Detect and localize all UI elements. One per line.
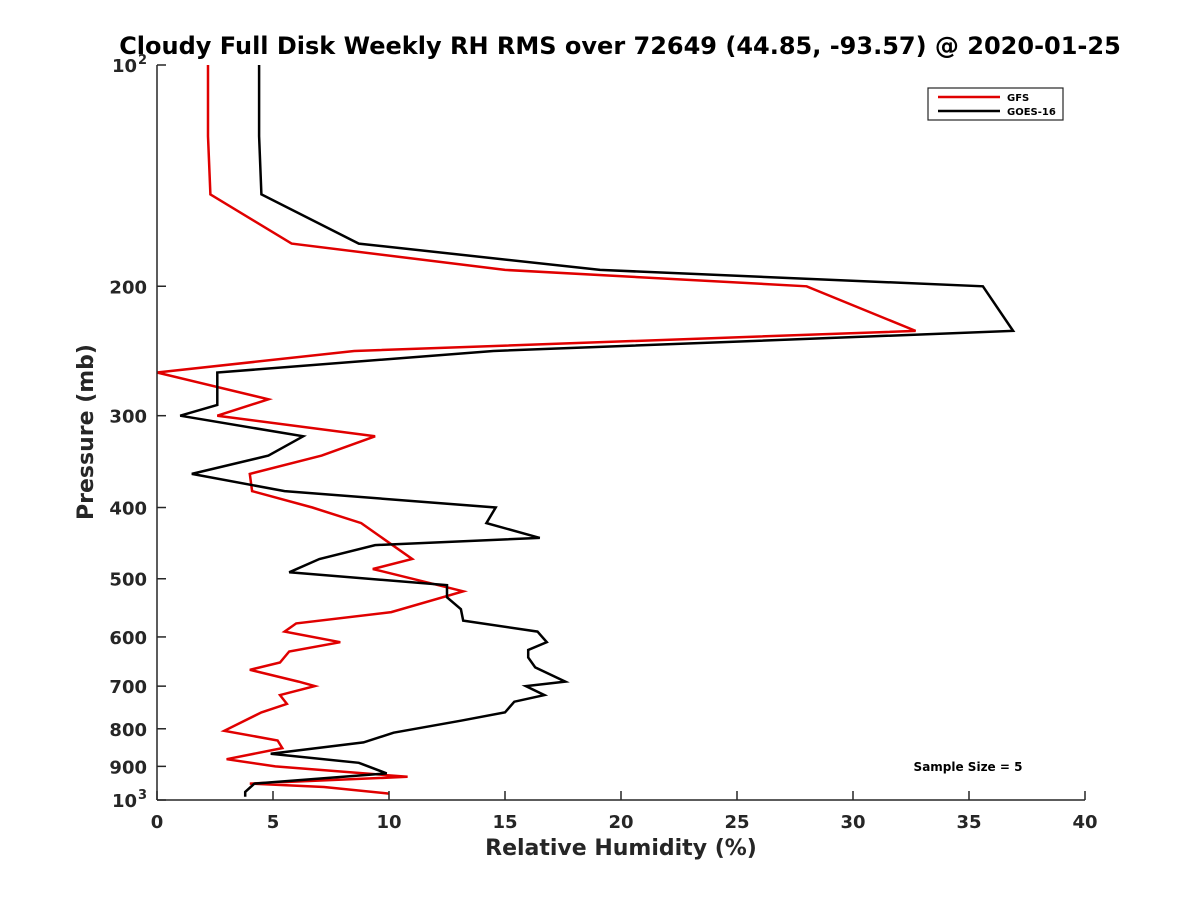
series-layer [156,65,1016,797]
legend-box [927,87,1064,121]
y-tick-label: 800 [109,720,147,741]
legend-entry-goes-16: GOES-16 [1007,107,1056,118]
y-tick-label: 600 [109,628,147,649]
x-tick-label: 15 [492,812,517,833]
x-tick-label: 25 [724,812,749,833]
y-tick-label: 200 [109,277,147,298]
y-tick-label: 900 [109,757,147,778]
x-axis-label: Relative Humidity (%) [485,836,757,861]
x-tick-label: 20 [608,812,633,833]
plot-area [157,65,1085,800]
x-tick-label: 35 [956,812,981,833]
x-tick-label: 30 [840,812,865,833]
y-tick-exponent: 2 [138,53,147,68]
y-axis-label: Pressure (mb) [74,344,99,520]
chart-title: Cloudy Full Disk Weekly RH RMS over 7264… [119,32,1121,60]
y-tick-label: 300 [109,407,147,428]
y-tick-label: 500 [109,570,147,591]
y-tick-label: 10 [112,56,137,77]
x-tick-label: 0 [151,812,164,833]
y-tick-label: 10 [112,791,137,812]
x-tick-label: 40 [1072,812,1097,833]
legend-entry-gfs: GFS [1007,93,1029,104]
y-tick-exponent: 3 [138,788,147,803]
x-tick-label: 10 [376,812,401,833]
y-tick-label: 700 [109,677,147,698]
series-line-gfs [156,65,917,795]
legend: GFS GOES-16 [927,87,1064,121]
series-line-goes-16 [179,65,1016,797]
x-tick-label: 5 [267,812,280,833]
y-tick-label: 400 [109,499,147,520]
sample-size-annotation: Sample Size = 5 [914,760,1023,774]
